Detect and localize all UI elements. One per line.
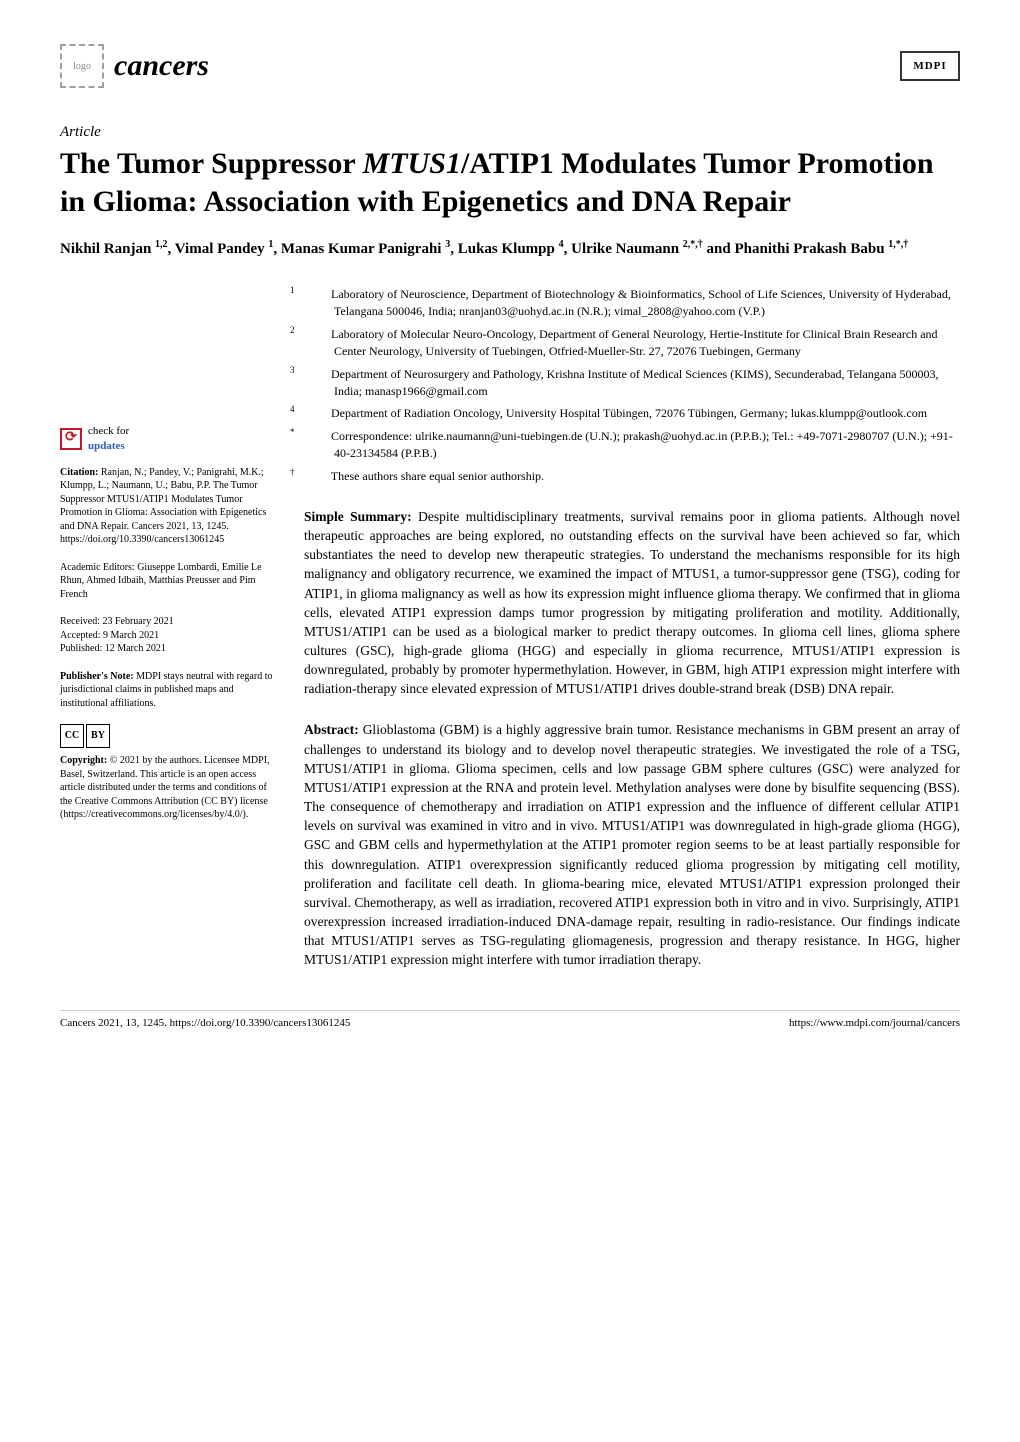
editors-block: Academic Editors: Giuseppe Lombardi, Emi… [60,561,280,602]
check-for-updates-button[interactable]: ⟳ check for updates [60,424,280,454]
check-updates-icon: ⟳ [60,428,82,450]
main-column: 1 Laboratory of Neuroscience, Department… [304,284,960,970]
title-segment: The Tumor Suppressor [60,147,363,180]
affiliation-item: † These authors share equal senior autho… [334,466,960,485]
publisher-logo-icon: MDPI [900,51,960,81]
header: logo cancers MDPI [60,44,960,88]
journal-name: cancers [114,49,209,83]
date-published: Published: 12 March 2021 [60,642,280,656]
cc-by-badge-icon: CC BY [60,724,110,748]
article-title: The Tumor Suppressor MTUS1/ATIP1 Modulat… [60,145,960,220]
author-line: Nikhil Ranjan 1,2, Vimal Pandey 1, Manas… [60,238,960,260]
affiliation-item: 2 Laboratory of Molecular Neuro-Oncology… [334,324,960,361]
title-gene-italic: MTUS1 [363,147,461,180]
copyright-block: Copyright: © 2021 by the authors. Licens… [60,754,280,822]
footer-right: https://www.mdpi.com/journal/cancers [789,1017,960,1029]
affiliation-item: * Correspondence: ulrike.naumann@uni-tue… [334,426,960,463]
dates-block: Received: 23 February 2021 Accepted: 9 M… [60,615,280,656]
simple-summary: Simple Summary: Despite multidisciplinar… [304,507,960,699]
date-received: Received: 23 February 2021 [60,615,280,629]
affiliation-item: 1 Laboratory of Neuroscience, Department… [334,284,960,321]
date-accepted: Accepted: 9 March 2021 [60,629,280,643]
citation-block: Citation: Ranjan, N.; Pandey, V.; Panigr… [60,466,280,547]
journal-brand: logo cancers [60,44,209,88]
sidebar: ⟳ check for updates Citation: Ranjan, N.… [60,284,280,970]
affiliation-item: 3 Department of Neurosurgery and Patholo… [334,364,960,401]
publisher-note-block: Publisher's Note: MDPI stays neutral wit… [60,670,280,711]
footer-left: Cancers 2021, 13, 1245. https://doi.org/… [60,1017,350,1029]
journal-logo-icon: logo [60,44,104,88]
affiliation-list: 1 Laboratory of Neuroscience, Department… [304,284,960,485]
check-updates-label: check for updates [88,424,129,454]
abstract: Abstract: Glioblastoma (GBM) is a highly… [304,720,960,969]
affiliation-item: 4 Department of Radiation Oncology, Univ… [334,403,960,422]
footer: Cancers 2021, 13, 1245. https://doi.org/… [60,1010,960,1029]
article-type: Article [60,124,960,141]
